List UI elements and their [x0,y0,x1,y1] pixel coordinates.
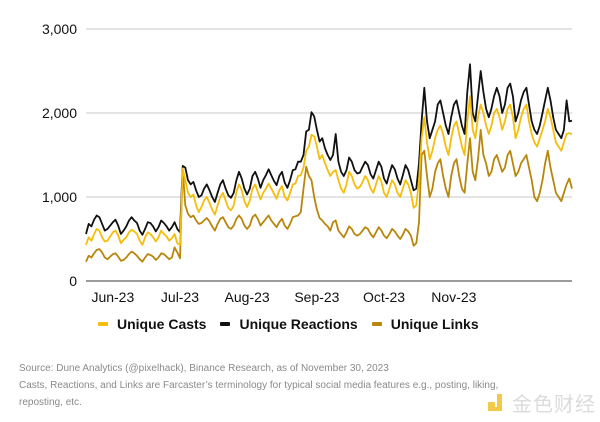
x-tick-label: Oct-23 [363,289,405,305]
watermark-logo-icon [488,393,506,412]
series-line-unique-casts [85,95,573,246]
x-tick-label: Aug-23 [225,289,270,305]
series-line-unique-links [85,128,573,263]
watermark: 金色财经 [488,388,596,417]
x-tick-label: Nov-23 [431,289,476,305]
legend-swatch-unique-links [371,322,382,326]
legend-item-unique-links: Unique Links [371,316,479,332]
chart-notes: Source: Dune Analytics (@pixelhack), Bin… [19,360,579,411]
y-tick-label: 3,000 [42,21,77,37]
x-tick-label: Sep-23 [294,289,339,305]
y-tick-label: 2,000 [42,105,77,121]
definition-note-continued: reposting, etc. [19,397,82,408]
legend-swatch-unique-reactions [220,322,231,326]
x-axis-tick-labels: Jun-23 Jul-23 Aug-23 Sep-23 Oct-23 Nov-23 [91,289,476,305]
legend: Unique Casts Unique Reactions Unique Lin… [98,316,493,332]
watermark-text: 金色财经 [512,392,596,416]
legend-label-unique-casts: Unique Casts [117,316,207,332]
legend-label-unique-reactions: Unique Reactions [239,316,358,332]
definition-note: Casts, Reactions, and Links are Farcaste… [19,380,499,391]
y-tick-label: 1,000 [42,189,77,205]
series-line-unique-reactions [85,63,573,236]
legend-swatch-unique-casts [98,322,108,326]
legend-label-unique-links: Unique Links [390,316,479,332]
line-chart: 0 1,000 2,000 3,000 Jun-23 Jul-23 Aug-23 Sep-2… [42,21,573,305]
legend-item-unique-reactions: Unique Reactions [220,316,358,332]
y-tick-label: 0 [69,273,77,289]
legend-item-unique-casts: Unique Casts [98,316,206,332]
source-note: Source: Dune Analytics (@pixelhack), Bin… [19,363,389,374]
x-tick-label: Jun-23 [91,289,134,305]
y-axis-tick-labels: 0 1,000 2,000 3,000 [42,21,77,289]
series-lines [85,63,573,263]
x-tick-label: Jul-23 [161,289,199,305]
